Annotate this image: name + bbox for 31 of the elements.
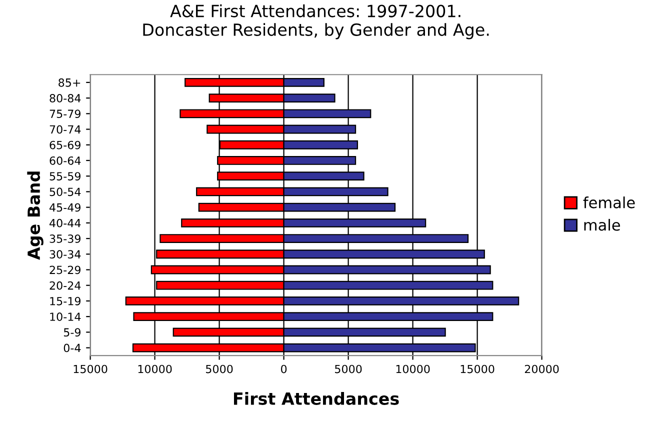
y-tick-label: 60-64: [50, 156, 81, 165]
y-tick-label: 45-49: [50, 203, 80, 212]
y-tick-label: 10-14: [50, 312, 81, 321]
y-tick-label: 15-19: [50, 296, 80, 306]
y-tick-label: 0-4: [64, 344, 81, 352]
y-tick-label: 30-34: [50, 250, 81, 259]
y-tick-label: 5-9: [64, 328, 80, 337]
x-tick-label: 0: [281, 364, 287, 374]
legend-label: male: [584, 218, 620, 231]
x-tick-label: 5000: [206, 364, 233, 374]
x-tick-label: 15000: [460, 364, 494, 374]
legend-label: female: [583, 196, 635, 208]
x-tick-label: 10000: [138, 364, 172, 374]
y-tick-label: 70-74: [50, 125, 81, 134]
y-tick-label: 20-24: [50, 281, 81, 290]
y-tick-label: 75-79: [50, 110, 80, 118]
y-tick-label: 35-39: [50, 234, 80, 243]
y-axis-title: Age Band: [27, 172, 44, 260]
x-tick-label: 5000: [335, 364, 362, 374]
y-tick-label: 65-69: [50, 140, 80, 150]
chart-title: A&E First Attendances: 1997-2001. Doncaster Residents, by Gender and Age.: [143, 4, 489, 40]
x-tick-label: 15000: [74, 364, 108, 374]
y-tick-label: 50-54: [50, 188, 81, 196]
x-axis-title: First Attendances: [234, 392, 399, 405]
y-tick-label: 40-44: [50, 218, 81, 228]
y-tick-label: 80-84: [50, 94, 81, 102]
y-tick-label: 85+: [58, 78, 80, 87]
y-tick-label: 55-59: [50, 172, 80, 180]
x-tick-label: 10000: [396, 364, 430, 374]
y-tick-label: 25-29: [50, 266, 80, 274]
x-tick-label: 20000: [524, 364, 559, 374]
